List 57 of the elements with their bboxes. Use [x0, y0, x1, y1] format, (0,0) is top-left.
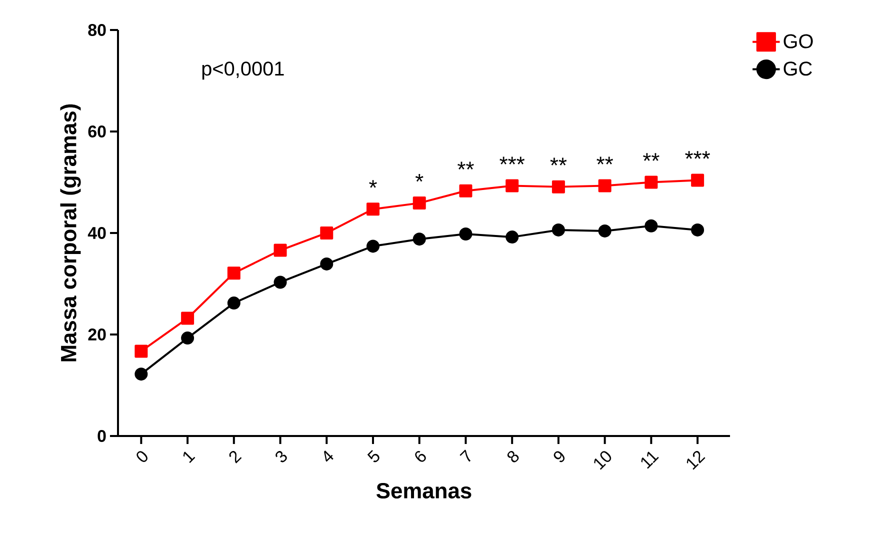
point [134, 344, 148, 358]
annotation: ** [458, 162, 474, 170]
annotation: ** [550, 158, 567, 166]
point [552, 223, 565, 236]
x-axis-title: Semanas [376, 482, 472, 499]
point [598, 179, 612, 192]
point [691, 174, 704, 187]
y-tick-label: 40 [88, 227, 106, 239]
point [506, 230, 519, 244]
point [644, 176, 658, 189]
y-tick-label: 60 [88, 126, 106, 138]
annotation: ** [596, 156, 614, 164]
x-tick-label: 6 [415, 450, 426, 462]
point [227, 266, 240, 280]
annotation: ** [643, 153, 660, 161]
point [366, 240, 380, 253]
point [181, 332, 194, 345]
x-tick-label: 9 [554, 451, 565, 462]
annotation: p<0,0001 [202, 62, 284, 80]
point [134, 368, 148, 381]
y-axis-title: Massa corporal (gramas) [60, 104, 81, 362]
point [506, 179, 519, 192]
x-tick-label: 11 [641, 452, 659, 469]
legend-label: GO [784, 34, 813, 48]
x-tick-label: 3 [276, 450, 287, 462]
point [320, 257, 334, 270]
point [459, 228, 472, 241]
point [644, 219, 658, 232]
point [181, 312, 194, 325]
y-tick-label: 0 [98, 430, 106, 442]
x-tick-label: 10 [594, 451, 612, 470]
annotation: *** [685, 151, 710, 159]
x-tick-label: 1 [183, 452, 196, 463]
legend-label: GC [784, 62, 812, 76]
annotation: * [369, 180, 377, 188]
point [412, 196, 426, 210]
point [459, 184, 472, 198]
point [691, 223, 704, 236]
point [552, 180, 565, 194]
x-tick-label: 2 [229, 450, 242, 464]
x-tick-label: 4 [324, 450, 334, 462]
y-tick-label: 20 [88, 328, 106, 340]
x-tick-label: 12 [686, 450, 706, 470]
x-tick-label: 8 [507, 450, 519, 462]
y-tick-label: 80 [88, 24, 106, 36]
point [598, 224, 612, 238]
point [274, 276, 287, 289]
annotation: *** [500, 156, 525, 164]
point [412, 232, 426, 246]
point [227, 296, 240, 310]
point [274, 244, 287, 257]
point [366, 202, 380, 216]
x-tick-label: 5 [367, 450, 380, 462]
x-tick-label: 0 [136, 451, 148, 462]
annotation: * [415, 174, 424, 182]
x-tick-label: 7 [460, 450, 471, 462]
point [320, 226, 334, 240]
